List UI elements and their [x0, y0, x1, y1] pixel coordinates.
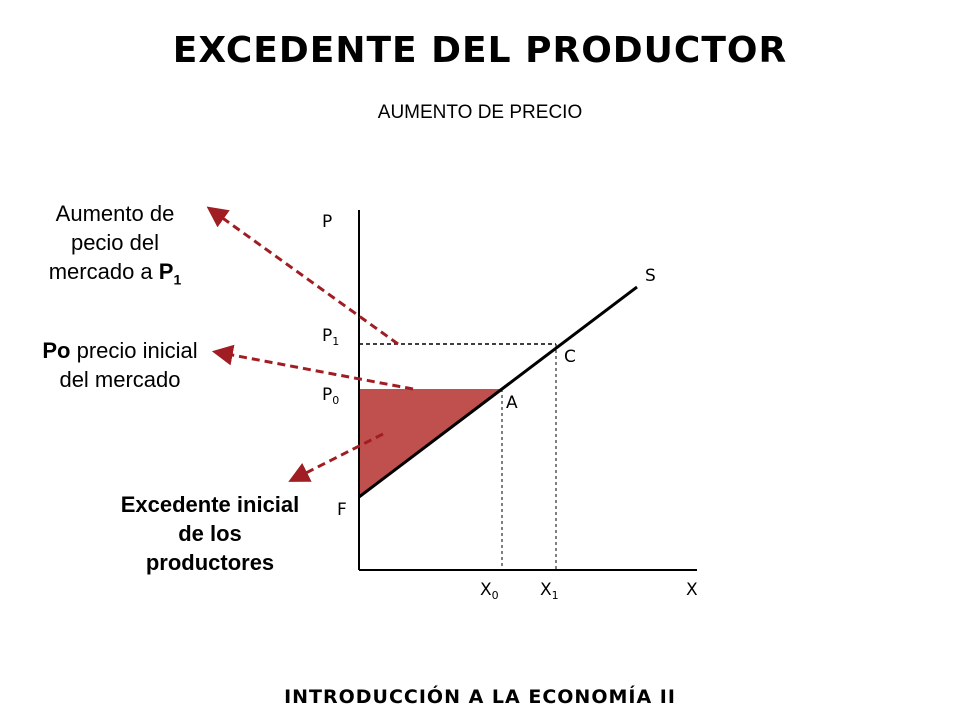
- course-footer: INTRODUCCIÓN A LA ECONOMÍA II: [284, 686, 676, 708]
- note-price-rise-p: P: [158, 259, 174, 284]
- arrow-price-rise: [206, 206, 399, 346]
- note-price-rise-p-sub: 1: [173, 271, 182, 288]
- note-initial-surplus: Excedente inicial de los productores: [120, 492, 300, 575]
- note-initial-price-po: Po: [42, 338, 71, 363]
- slide-subtitle: AUMENTO DE PRECIO: [377, 102, 583, 123]
- p1-label-sub: 1: [332, 335, 339, 348]
- p0-label: P0: [322, 385, 339, 407]
- arrow-initial-surplus: [288, 432, 384, 482]
- p0-label-main: P: [322, 385, 332, 405]
- point-c-label: C: [564, 347, 576, 367]
- note-initial-price: Po precio inicial del mercado: [40, 336, 200, 394]
- x0-label: X0: [480, 580, 499, 602]
- x0-label-sub: 0: [492, 589, 499, 602]
- note-price-rise-text: Aumento de pecio del mercado a: [48, 201, 175, 284]
- p1-label-main: P: [322, 326, 332, 346]
- p0-label-sub: 0: [332, 394, 339, 407]
- point-f-label: F: [337, 500, 347, 520]
- arrow-initial-price: [211, 344, 414, 391]
- point-a-label: A: [506, 393, 518, 413]
- y-axis-label: P: [322, 212, 332, 232]
- x1-label-main: X: [540, 580, 552, 600]
- note-initial-price-text: precio inicial del mercado: [59, 338, 198, 392]
- x1-label-sub: 1: [552, 589, 559, 602]
- supply-curve-label: S: [645, 266, 656, 286]
- x1-label: X1: [540, 580, 559, 602]
- x-axis-label: X: [686, 580, 698, 600]
- note-price-rise: Aumento de pecio del mercado a P1: [30, 199, 200, 294]
- p1-label: P1: [322, 326, 339, 348]
- x0-label-main: X: [480, 580, 492, 600]
- supply-curve: [358, 285, 638, 499]
- slide-title: EXCEDENTE DEL PRODUCTOR: [172, 30, 788, 71]
